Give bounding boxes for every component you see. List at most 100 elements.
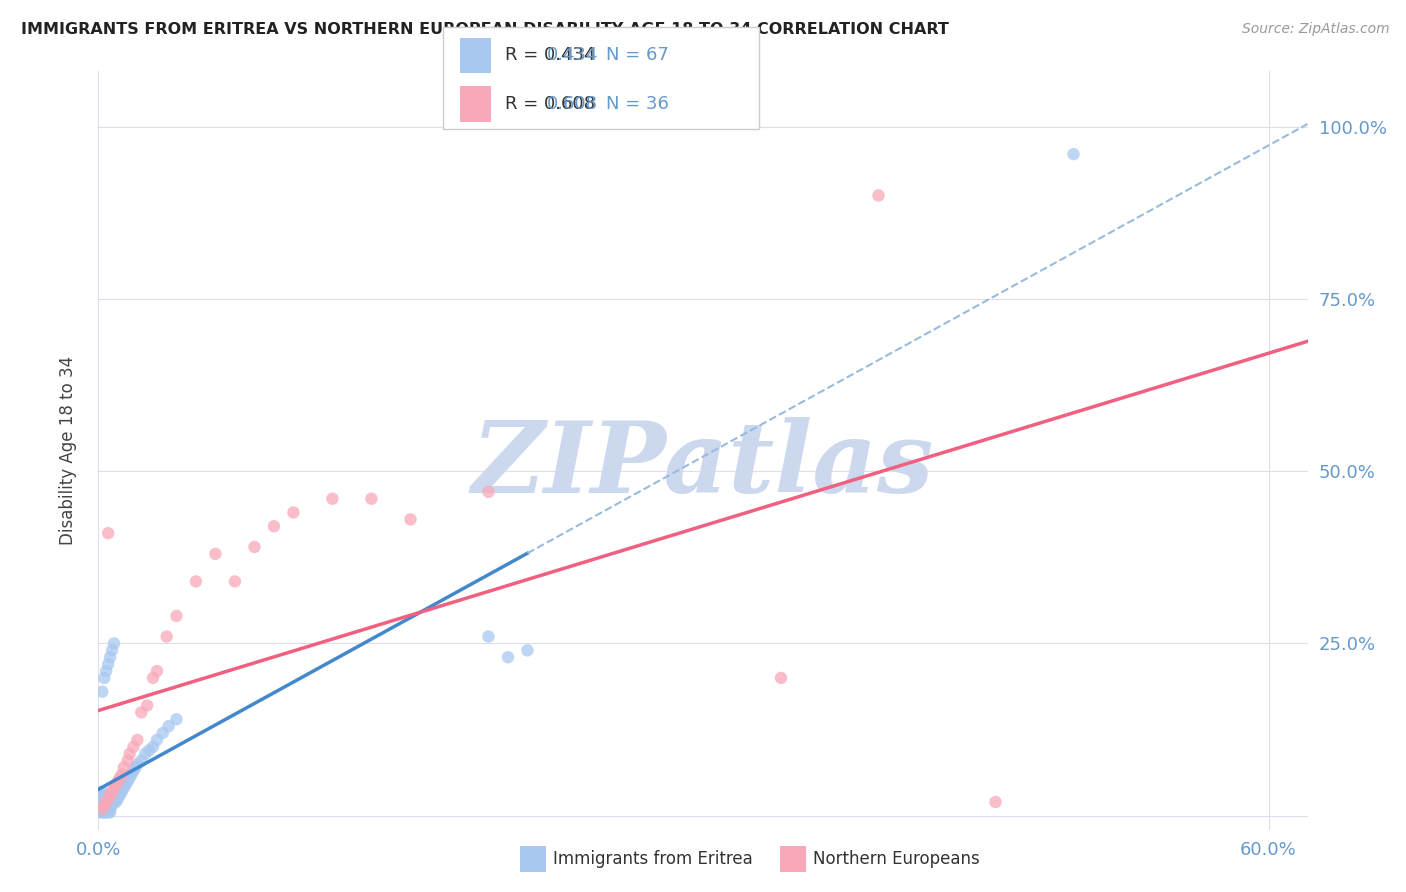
Point (1063, 147, 1085, 161)
Point (98, 802, 121, 816)
Point (97, 526, 120, 541)
Point (98, 798, 121, 813)
Point (89, 805, 111, 820)
Point (96, 664, 118, 678)
Point (111, 785, 134, 799)
Point (360, 491, 382, 506)
Point (117, 774, 139, 789)
Point (91, 791, 114, 805)
Point (496, 650, 519, 665)
Point (93, 788, 115, 802)
Text: 0.434: 0.434 (547, 46, 599, 64)
Point (91, 785, 114, 799)
Point (157, 719, 180, 733)
Point (108, 771, 131, 785)
Point (184, 574, 207, 589)
Point (127, 733, 149, 747)
Text: R = 0.608: R = 0.608 (505, 95, 595, 112)
Point (122, 764, 145, 778)
Point (477, 484, 499, 499)
Point (103, 795, 125, 809)
Point (93, 805, 115, 820)
Point (104, 778, 127, 792)
Point (156, 630, 179, 644)
Point (93, 795, 115, 809)
Point (868, 188, 890, 202)
Point (101, 643, 124, 657)
Point (91, 684, 114, 698)
Point (165, 608, 187, 623)
Point (131, 754, 153, 768)
Point (103, 636, 125, 650)
Point (121, 767, 143, 781)
Point (165, 712, 187, 726)
Point (98, 650, 121, 665)
Point (98, 805, 121, 820)
Point (263, 519, 285, 533)
Point (112, 781, 135, 796)
Point (93, 802, 115, 816)
Point (98, 791, 121, 805)
Point (97, 657, 120, 672)
Point (96, 805, 118, 820)
Point (93, 805, 115, 820)
Point (108, 788, 131, 802)
Point (124, 760, 146, 774)
Point (146, 733, 169, 747)
Point (107, 791, 129, 805)
Point (283, 506, 305, 520)
Y-axis label: Disability Age 18 to 34: Disability Age 18 to 34 (59, 356, 77, 545)
Point (103, 781, 125, 796)
Text: N = 67: N = 67 (606, 46, 669, 64)
Point (98, 788, 121, 802)
Point (97, 791, 120, 805)
Point (477, 630, 499, 644)
Point (204, 547, 226, 561)
Point (96, 795, 118, 809)
Point (107, 774, 129, 789)
Point (321, 491, 343, 506)
Point (134, 747, 156, 761)
Text: Immigrants from Eritrea: Immigrants from Eritrea (553, 850, 752, 868)
Point (136, 698, 159, 713)
Point (96, 798, 118, 813)
Point (111, 767, 134, 781)
Point (89, 795, 111, 809)
Point (984, 795, 1007, 809)
Point (142, 739, 165, 754)
Point (89, 802, 111, 816)
Point (114, 778, 136, 792)
Point (122, 739, 145, 754)
Point (91, 788, 114, 802)
Point (98, 795, 121, 809)
Text: Northern Europeans: Northern Europeans (813, 850, 980, 868)
Point (112, 760, 135, 774)
Point (101, 785, 124, 799)
Point (224, 574, 246, 589)
Point (101, 795, 124, 809)
Point (117, 754, 139, 768)
Point (97, 798, 120, 813)
Point (104, 795, 127, 809)
Point (152, 726, 174, 740)
Point (96, 795, 118, 809)
Point (93, 798, 115, 813)
Text: 0.608: 0.608 (547, 95, 598, 112)
Text: N = 36: N = 36 (606, 95, 669, 112)
Text: ZIPatlas: ZIPatlas (472, 417, 934, 514)
Point (118, 747, 141, 761)
Point (96, 802, 118, 816)
Text: Source: ZipAtlas.com: Source: ZipAtlas.com (1241, 22, 1389, 37)
Point (142, 671, 165, 685)
Text: IMMIGRANTS FROM ERITREA VS NORTHERN EUROPEAN DISABILITY AGE 18 TO 34 CORRELATION: IMMIGRANTS FROM ERITREA VS NORTHERN EURO… (21, 22, 949, 37)
Point (97, 795, 120, 809)
Point (399, 512, 422, 526)
Point (93, 671, 115, 685)
Point (107, 788, 129, 802)
Point (146, 664, 169, 678)
Point (127, 757, 149, 772)
Point (769, 671, 792, 685)
Point (97, 802, 120, 816)
Point (104, 791, 127, 805)
Point (118, 771, 141, 785)
